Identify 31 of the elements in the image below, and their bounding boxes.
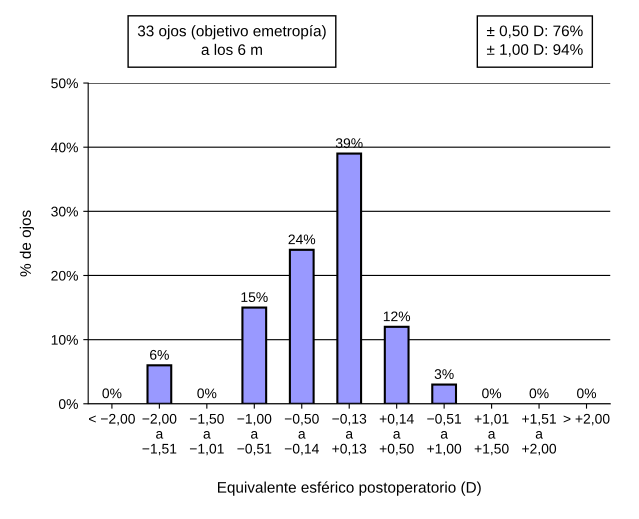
- x-tick-label: −0,51 a +1,00: [427, 414, 462, 456]
- x-tick-label: > +2,00: [564, 414, 610, 426]
- x-tick-label: −0,50 a −0,14: [284, 414, 319, 456]
- x-tick-label: −0,13 a +0,13: [332, 414, 366, 456]
- data-label: 15%: [241, 292, 268, 302]
- data-label: 0%: [577, 388, 596, 398]
- x-tick-label: +1,51 a +2,00: [522, 414, 556, 456]
- data-label: 0%: [197, 388, 216, 398]
- x-tick-label: +1,01 a +1,50: [474, 414, 509, 456]
- y-tick-label: 20%: [51, 270, 78, 281]
- data-label: 3%: [434, 369, 454, 380]
- x-tick-label: < −2,00: [89, 414, 135, 426]
- text: 33 ojos (objetivo emetropía) a los 6 m: [138, 24, 326, 56]
- data-label: 12%: [384, 311, 410, 322]
- y-tick-label: 50%: [51, 78, 78, 88]
- y-tick-label: 40%: [50, 142, 78, 152]
- text: ± 0,50 D: 76% ± 1,00 D: 94%: [486, 25, 583, 57]
- y-tick-label: 0%: [58, 399, 78, 409]
- data-label: 0%: [102, 388, 122, 398]
- x-axis-title: Equivalente esférico postoperatorio (D): [218, 481, 481, 496]
- data-label: 24%: [288, 234, 316, 244]
- x-tick-label: −1,50 a −1,01: [190, 414, 224, 456]
- y-tick-label: 30%: [51, 206, 78, 217]
- data-label: 0%: [482, 388, 502, 398]
- y-tick-label: 10%: [52, 334, 78, 345]
- data-label: 6%: [150, 350, 169, 360]
- x-tick-label: +0,14 a +0,50: [380, 414, 414, 456]
- data-label: 0%: [530, 388, 549, 398]
- x-tick-label: −2,00 a −1,51: [142, 414, 176, 456]
- x-tick-label: −1,00 a −0,51: [237, 414, 272, 456]
- y-axis-title: % de ojos: [20, 210, 34, 276]
